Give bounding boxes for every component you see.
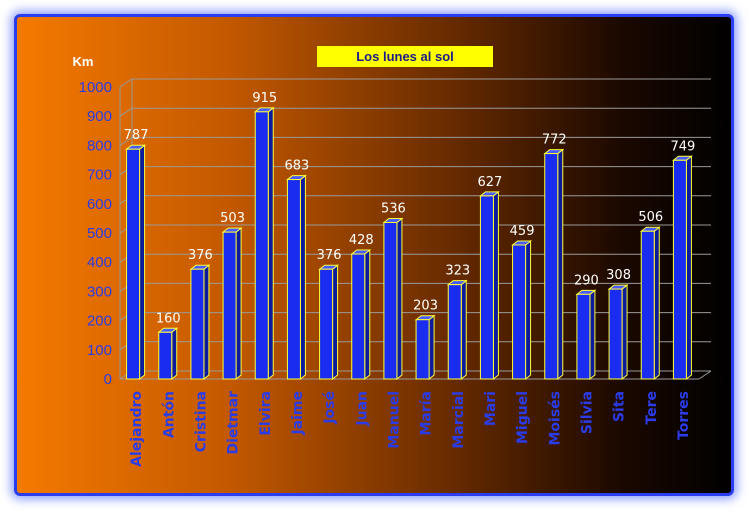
bar [512, 244, 527, 380]
bar [319, 268, 334, 380]
bar-chart: 0 100 200 300 400 500 600 700 800 900 1000 787 Alej… [73, 46, 712, 467]
x-tick-label: Cristina [193, 391, 209, 452]
x-tick-label: José [322, 391, 338, 425]
bar [415, 319, 430, 380]
bar-side [428, 314, 435, 381]
bar-side [203, 264, 210, 381]
y-tick-label: 0 [104, 371, 112, 388]
bar-side [492, 190, 499, 381]
chart-frame: 0 100 200 300 400 500 600 700 800 900 1000 787 Alej… [14, 14, 734, 496]
bar-side [685, 155, 692, 381]
bar [383, 221, 398, 380]
data-label: 290 [574, 273, 599, 288]
y-tick-label: 1000 [79, 79, 112, 96]
x-tick-label: María [419, 391, 435, 436]
x-tick-label: Juan [354, 391, 370, 427]
data-label: 308 [606, 268, 631, 283]
bar-layer [125, 106, 693, 381]
bar-side [557, 148, 564, 381]
bar [608, 288, 623, 380]
bar [190, 268, 205, 380]
data-label: 915 [252, 91, 277, 106]
data-label: 627 [478, 175, 503, 190]
data-label: 459 [510, 224, 535, 239]
x-tick-label: Alejandro [129, 391, 145, 467]
bar-side [653, 226, 660, 381]
gridline-side [119, 78, 133, 88]
data-label: 749 [671, 139, 696, 154]
bar-side [332, 264, 339, 381]
data-label: 787 [124, 128, 149, 143]
data-label: 376 [317, 248, 342, 263]
x-tick-label: Antón [161, 391, 177, 438]
y-tick-label: 800 [87, 137, 112, 154]
data-label: 683 [285, 159, 310, 174]
data-label: 506 [638, 210, 663, 225]
label-layer: 787 Alejandro 160 Antón 376 Cristina 503 Dietma… [124, 91, 696, 467]
y-tick-label: 900 [87, 108, 112, 125]
bar [672, 159, 687, 380]
x-tick-label: Dietmar [226, 391, 242, 455]
bar [286, 179, 301, 380]
x-tick-label: Tere [644, 391, 660, 425]
x-tick-label: Jaime [290, 391, 306, 436]
bar [351, 253, 366, 380]
data-label: 536 [381, 201, 406, 216]
bar-side [589, 289, 596, 381]
bar [254, 111, 269, 380]
bar-side [299, 174, 306, 381]
bar [158, 331, 173, 380]
x-tick-label: Elvira [258, 391, 274, 436]
x-axis-corner [698, 370, 712, 380]
data-label: 428 [349, 233, 374, 248]
data-label: 376 [188, 248, 213, 263]
data-label: 160 [156, 311, 181, 326]
bar [640, 230, 655, 380]
bar [544, 153, 559, 380]
x-tick-label: Marcial [451, 391, 467, 449]
x-tick-label: Moisés [547, 391, 563, 446]
y-axis-unit-label: Km [73, 54, 94, 69]
data-label: 503 [220, 211, 245, 226]
bar-side [460, 279, 467, 381]
x-tick-label: Torres [676, 391, 692, 440]
bar-side [171, 327, 178, 381]
bar [447, 284, 462, 380]
bar-side [396, 217, 403, 381]
bar [222, 231, 237, 380]
bar-side [235, 227, 242, 381]
y-tick-label: 400 [87, 254, 112, 271]
bar [126, 148, 141, 380]
bar-side [364, 248, 371, 381]
bar-side [525, 239, 532, 381]
y-tick-label: 600 [87, 196, 112, 213]
bar [479, 195, 494, 380]
y-tick-label: 700 [87, 167, 112, 184]
x-tick-label: Miguel [515, 391, 531, 444]
data-label: 203 [413, 299, 438, 314]
y-tick-label: 500 [87, 225, 112, 242]
bar-side [139, 144, 146, 381]
data-label: 323 [445, 264, 470, 279]
bar [576, 293, 591, 380]
x-tick-label: Mari [483, 391, 499, 426]
data-label: 772 [542, 133, 567, 148]
x-tick-label: Manuel [386, 391, 402, 449]
gridline-side [119, 107, 133, 117]
chart-title: Los lunes al sol [356, 49, 454, 64]
y-tick-label: 100 [87, 342, 112, 359]
y-tick-label: 200 [87, 313, 112, 330]
bar-side [621, 284, 628, 381]
chart-title-box [317, 46, 493, 67]
gridline-side [119, 136, 133, 146]
y-tick-label: 300 [87, 283, 112, 300]
x-tick-label: Sita [612, 391, 628, 422]
bar-side [267, 106, 274, 381]
x-tick-label: Silvia [579, 391, 595, 434]
